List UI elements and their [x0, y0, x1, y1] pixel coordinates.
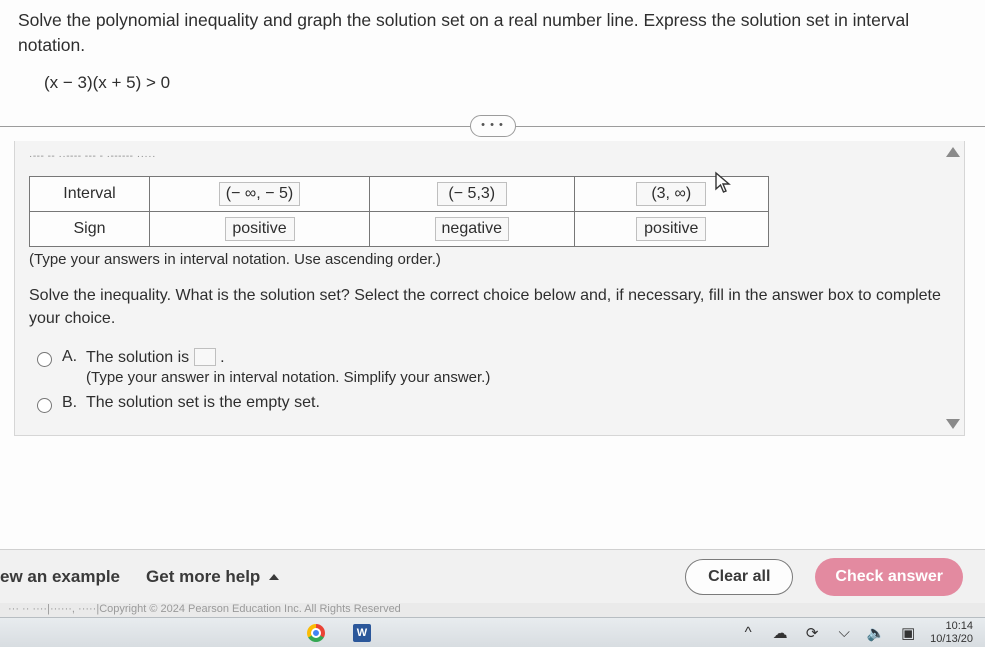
interval-cell: (3, ∞)	[574, 176, 768, 211]
check-answer-button[interactable]: Check answer	[815, 558, 963, 596]
scroll-down-icon[interactable]	[946, 419, 960, 429]
interval-answer-field[interactable]: (− ∞, − 5)	[219, 182, 300, 206]
sign-answer-field[interactable]: positive	[225, 217, 295, 241]
sign-cell: positive	[574, 211, 768, 246]
view-example-link[interactable]: ew an example	[0, 567, 120, 587]
sign-analysis-table: Interval (− ∞, − 5) (− 5,3) (3, ∞) Sign …	[29, 176, 769, 247]
caret-up-icon	[269, 574, 279, 580]
sign-cell: positive	[150, 211, 370, 246]
choice-a-row: A. The solution is . (Type your answer i…	[37, 348, 950, 386]
choice-a-answer-input[interactable]	[194, 348, 216, 366]
wifi-icon[interactable]: ⌵	[834, 623, 854, 643]
sign-answer-field[interactable]: positive	[636, 217, 706, 241]
choice-b-row: B. The solution set is the empty set.	[37, 394, 950, 413]
row-header-sign: Sign	[30, 211, 150, 246]
question-prompt: Solve the polynomial inequality and grap…	[18, 8, 957, 59]
section-divider: • • •	[0, 113, 985, 139]
scroll-up-icon[interactable]	[946, 147, 960, 157]
choice-b-text: The solution set is the empty set.	[86, 394, 950, 412]
table-row: Sign positive negative positive	[30, 211, 769, 246]
tray-expand-icon[interactable]: ^	[738, 623, 758, 643]
solve-prompt: Solve the inequality. What is the soluti…	[29, 284, 950, 330]
clear-all-button[interactable]: Clear all	[685, 559, 793, 595]
chrome-icon[interactable]	[306, 623, 326, 643]
cloud-icon[interactable]: ☁	[770, 623, 790, 643]
choice-a-body: The solution is . (Type your answer in i…	[86, 348, 950, 386]
battery-icon[interactable]: ▣	[898, 623, 918, 643]
table-hint: (Type your answers in interval notation.…	[29, 251, 950, 268]
work-area: ·--- -- ··---- --- - ·------ ····· Inter…	[14, 141, 965, 436]
footer-toolbar: ew an example Get more help Clear all Ch…	[0, 549, 985, 603]
choice-a-radio[interactable]	[37, 352, 52, 367]
taskbar-tray: ^ ☁ ⟳ ⌵ 🔈 ▣ 10:14 10/13/20	[738, 620, 973, 644]
taskbar-apps: W	[306, 623, 372, 643]
choice-a-hint: (Type your answer in interval notation. …	[86, 369, 950, 386]
choice-a-text-before: The solution is	[86, 349, 194, 366]
taskbar-clock[interactable]: 10:14 10/13/20	[930, 620, 973, 644]
choice-b-radio[interactable]	[37, 398, 52, 413]
expand-ellipsis-button[interactable]: • • •	[470, 115, 516, 137]
question-panel: Solve the polynomial inequality and grap…	[0, 0, 985, 595]
windows-taskbar: W ^ ☁ ⟳ ⌵ 🔈 ▣ 10:14 10/13/20	[0, 617, 985, 647]
interval-answer-field[interactable]: (− 5,3)	[437, 182, 507, 206]
sound-icon[interactable]: 🔈	[866, 623, 886, 643]
table-row: Interval (− ∞, − 5) (− 5,3) (3, ∞)	[30, 176, 769, 211]
get-more-help-label: Get more help	[146, 567, 260, 586]
sync-icon[interactable]: ⟳	[802, 623, 822, 643]
sign-cell: negative	[370, 211, 575, 246]
word-icon[interactable]: W	[352, 623, 372, 643]
clock-time: 10:14	[930, 620, 973, 632]
interval-cell: (− 5,3)	[370, 176, 575, 211]
get-more-help-link[interactable]: Get more help	[146, 567, 279, 587]
clock-date: 10/13/20	[930, 633, 973, 645]
interval-answer-field[interactable]: (3, ∞)	[636, 182, 706, 206]
choice-a-text-after: .	[220, 349, 224, 366]
sign-answer-field[interactable]: negative	[435, 217, 510, 241]
choice-a-label: A.	[62, 348, 86, 366]
choice-b-label: B.	[62, 394, 86, 412]
copyright-footer: ··· ·· ····|······, ·····|Copyright © 20…	[0, 603, 985, 617]
interval-cell: (− ∞, − 5)	[150, 176, 370, 211]
blurred-instruction: ·--- -- ··---- --- - ·------ ·····	[29, 151, 950, 162]
inequality-expression: (x − 3)(x + 5) > 0	[44, 73, 957, 93]
row-header-interval: Interval	[30, 176, 150, 211]
